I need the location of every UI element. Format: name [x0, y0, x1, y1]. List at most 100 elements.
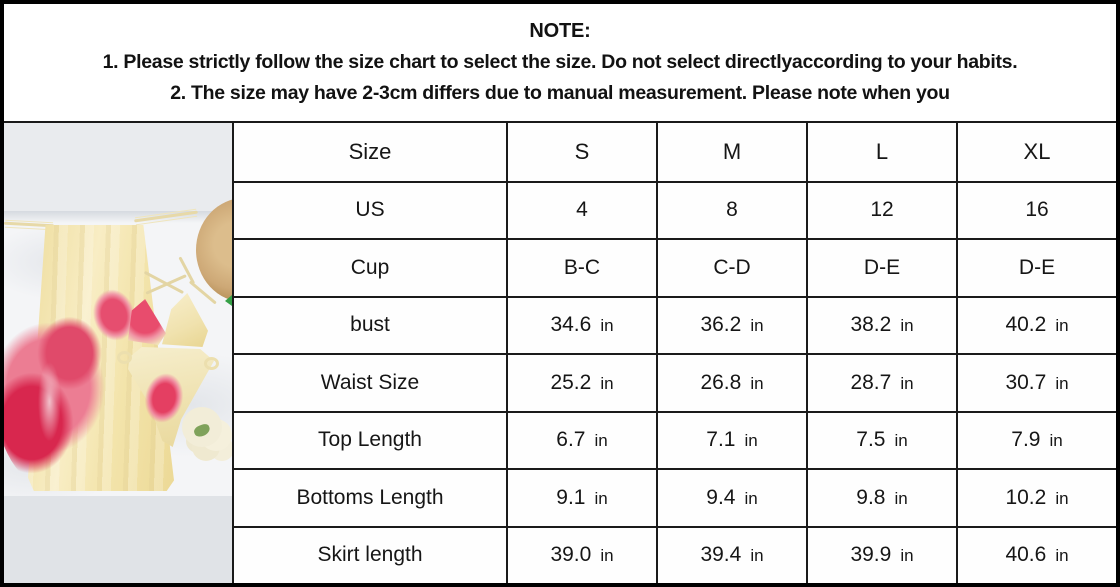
unit-label: in [600, 316, 614, 336]
cell-value: 25.2 [550, 370, 592, 394]
product-photo [4, 123, 232, 583]
cell-toplength-xl: 7.9 in [956, 410, 1116, 468]
cell-bottomslength-xl: 10.2 in [956, 468, 1116, 526]
cell-waist-xl: 30.7 in [956, 353, 1116, 411]
cell-waist-l: 28.7 in [806, 353, 956, 411]
unit-label: in [900, 316, 914, 336]
header-s: S [506, 123, 656, 181]
bikini-side-tie-ring [204, 357, 219, 370]
cell-skirtlength-l: 39.9 in [806, 525, 956, 583]
header-m: M [656, 123, 806, 181]
cell-us-m: 8 [656, 180, 806, 238]
cell-value: 39.9 [850, 543, 892, 567]
header-xl: XL [956, 123, 1116, 181]
cell-skirtlength-s: 39.0 in [506, 525, 656, 583]
cell-cup-xl: D-E [956, 238, 1116, 296]
cell-value: 39.4 [700, 543, 742, 567]
cell-bottomslength-m: 9.4 in [656, 468, 806, 526]
cell-value: 38.2 [850, 313, 892, 337]
cell-value: 39.0 [550, 543, 592, 567]
bikini-side-tie-ring [117, 351, 132, 364]
unit-label: in [894, 488, 908, 508]
unit-label: in [594, 431, 608, 451]
row-label-us: US [232, 180, 506, 238]
photo-backdrop-top [4, 123, 232, 211]
cell-bust-xl: 40.2 in [956, 295, 1116, 353]
unit-label: in [744, 488, 758, 508]
cell-us-s: 4 [506, 180, 656, 238]
cell-bust-m: 36.2 in [656, 295, 806, 353]
cell-value: 9.1 [556, 485, 586, 509]
cell-value: D-E [1018, 255, 1056, 279]
note-section: NOTE: 1. Please strictly follow the size… [4, 4, 1116, 121]
cell-toplength-l: 7.5 in [806, 410, 956, 468]
unit-label: in [1055, 488, 1069, 508]
note-line-1: 1. Please strictly follow the size chart… [102, 51, 1018, 73]
green-leaf-accent [225, 295, 232, 306]
cell-value: 7.1 [706, 428, 736, 452]
header-size: Size [232, 123, 506, 181]
cell-value: 34.6 [550, 313, 592, 337]
unit-label: in [600, 546, 614, 566]
row-label-top-length: Top Length [232, 410, 506, 468]
cell-value: 12 [870, 198, 894, 222]
size-table: Size S M L XL US 4 8 12 16 Cup B-C C-D D… [232, 123, 1116, 583]
row-label-bottoms-length: Bottoms Length [232, 468, 506, 526]
cell-bust-s: 34.6 in [506, 295, 656, 353]
cell-bottomslength-l: 9.8 in [806, 468, 956, 526]
cell-value: 36.2 [700, 313, 742, 337]
unit-label: in [1049, 431, 1063, 451]
cell-waist-s: 25.2 in [506, 353, 656, 411]
unit-label: in [750, 546, 764, 566]
note-line-2: 2. The size may have 2-3cm differs due t… [170, 82, 950, 104]
unit-label: in [594, 488, 608, 508]
cell-bottomslength-s: 9.1 in [506, 468, 656, 526]
cell-value: 30.7 [1005, 370, 1047, 394]
cell-value: 9.8 [856, 485, 886, 509]
cell-value: C-D [713, 255, 751, 279]
cell-value: 40.6 [1005, 543, 1047, 567]
unit-label: in [750, 316, 764, 336]
unit-label: in [894, 431, 908, 451]
row-label-skirt-length: Skirt length [232, 525, 506, 583]
cell-us-l: 12 [806, 180, 956, 238]
cell-skirtlength-xl: 40.6 in [956, 525, 1116, 583]
unit-label: in [900, 373, 914, 393]
note-title: NOTE: [529, 20, 591, 42]
cell-value: 7.9 [1011, 428, 1041, 452]
cell-value: B-C [563, 255, 601, 279]
cell-waist-m: 26.8 in [656, 353, 806, 411]
cell-value: 9.4 [706, 485, 736, 509]
cell-skirtlength-m: 39.4 in [656, 525, 806, 583]
row-label-waist-size: Waist Size [232, 353, 506, 411]
header-l: L [806, 123, 956, 181]
cell-value: 7.5 [856, 428, 886, 452]
row-label-cup: Cup [232, 238, 506, 296]
unit-label: in [900, 546, 914, 566]
cell-toplength-m: 7.1 in [656, 410, 806, 468]
photo-backdrop-bottom [4, 496, 232, 583]
cell-value: D-E [863, 255, 901, 279]
cell-value: 40.2 [1005, 313, 1047, 337]
unit-label: in [600, 373, 614, 393]
unit-label: in [1055, 373, 1069, 393]
unit-label: in [750, 373, 764, 393]
cell-cup-s: B-C [506, 238, 656, 296]
cell-value: 4 [576, 198, 588, 222]
cell-value: 8 [726, 198, 738, 222]
cell-value: 6.7 [556, 428, 586, 452]
cell-value: 10.2 [1005, 485, 1047, 509]
cell-value: 16 [1025, 198, 1049, 222]
cell-cup-l: D-E [806, 238, 956, 296]
row-label-bust: bust [232, 295, 506, 353]
cell-value: 28.7 [850, 370, 892, 394]
cell-bust-l: 38.2 in [806, 295, 956, 353]
unit-label: in [1055, 546, 1069, 566]
content-row: Size S M L XL US 4 8 12 16 Cup B-C C-D D… [4, 121, 1116, 583]
cell-value: 26.8 [700, 370, 742, 394]
unit-label: in [1055, 316, 1069, 336]
unit-label: in [744, 431, 758, 451]
cell-us-xl: 16 [956, 180, 1116, 238]
cell-cup-m: C-D [656, 238, 806, 296]
